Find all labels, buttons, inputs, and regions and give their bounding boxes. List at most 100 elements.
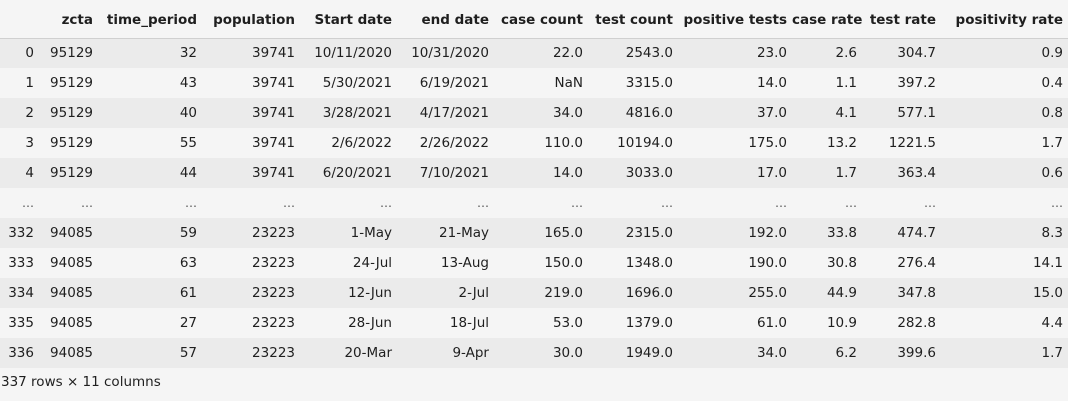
table-cell: 397.2 bbox=[862, 68, 941, 98]
row-index: 335 bbox=[0, 308, 39, 338]
table-cell: 37.0 bbox=[678, 98, 792, 128]
table-cell: 6.2 bbox=[792, 338, 862, 368]
table-cell: 10/11/2020 bbox=[300, 38, 397, 68]
column-header-positive-tests: positive tests bbox=[678, 0, 792, 38]
table-cell: 219.0 bbox=[494, 278, 588, 308]
table-cell: 1949.0 bbox=[588, 338, 678, 368]
table-row: 336 94085 57 23223 20-Mar 9-Apr 30.0 1949.0 34.0… bbox=[0, 338, 1068, 368]
table-cell: 53.0 bbox=[494, 308, 588, 338]
table-cell: 12-Jun bbox=[300, 278, 397, 308]
table-cell: … bbox=[588, 188, 678, 218]
table-cell: 1.7 bbox=[941, 338, 1068, 368]
table-cell: 0.6 bbox=[941, 158, 1068, 188]
table-cell: 94085 bbox=[39, 278, 98, 308]
table-cell: 13.2 bbox=[792, 128, 862, 158]
table-cell: … bbox=[202, 188, 300, 218]
table-cell: 28-Jun bbox=[300, 308, 397, 338]
table-cell: 110.0 bbox=[494, 128, 588, 158]
table-cell: 63 bbox=[98, 248, 202, 278]
table-cell: 175.0 bbox=[678, 128, 792, 158]
table-cell: 0.4 bbox=[941, 68, 1068, 98]
table-cell: 304.7 bbox=[862, 38, 941, 68]
ellipsis-row: ……………………………… bbox=[0, 188, 1068, 218]
table-cell: 1348.0 bbox=[588, 248, 678, 278]
table-cell: 474.7 bbox=[862, 218, 941, 248]
header-row: zcta time_period population Start date end d… bbox=[0, 0, 1068, 38]
row-index: 334 bbox=[0, 278, 39, 308]
column-header-time-period: time_period bbox=[98, 0, 202, 38]
row-index: 0 bbox=[0, 38, 39, 68]
column-header-case-rate: case rate bbox=[792, 0, 862, 38]
table-cell: … bbox=[98, 188, 202, 218]
table-cell: 27 bbox=[98, 308, 202, 338]
table-cell: 2.6 bbox=[792, 38, 862, 68]
column-header-population: population bbox=[202, 0, 300, 38]
table-row: 333 94085 63 23223 24-Jul 13-Aug 150.0 1348.0 19… bbox=[0, 248, 1068, 278]
table-cell: 57 bbox=[98, 338, 202, 368]
table-cell: 20-Mar bbox=[300, 338, 397, 368]
column-header-test-count: test count bbox=[588, 0, 678, 38]
table-row: 0 95129 32 39741 10/11/2020 10/31/2020 22.0 254… bbox=[0, 38, 1068, 68]
table-header: zcta time_period population Start date end d… bbox=[0, 0, 1068, 38]
table-cell: 39741 bbox=[202, 38, 300, 68]
table-cell: 2/26/2022 bbox=[397, 128, 494, 158]
table-cell: … bbox=[862, 188, 941, 218]
table-cell: 1379.0 bbox=[588, 308, 678, 338]
table-cell: 4/17/2021 bbox=[397, 98, 494, 128]
column-header-case-count: case count bbox=[494, 0, 588, 38]
table-cell: 32 bbox=[98, 38, 202, 68]
table-cell: 1696.0 bbox=[588, 278, 678, 308]
table-body: 0 95129 32 39741 10/11/2020 10/31/2020 22.0 254… bbox=[0, 38, 1068, 368]
table-cell: 94085 bbox=[39, 338, 98, 368]
table-cell: 23223 bbox=[202, 308, 300, 338]
table-cell: 39741 bbox=[202, 68, 300, 98]
row-index: 4 bbox=[0, 158, 39, 188]
row-index: 336 bbox=[0, 338, 39, 368]
table-cell: 0.8 bbox=[941, 98, 1068, 128]
table-cell: 44 bbox=[98, 158, 202, 188]
table-cell: 94085 bbox=[39, 248, 98, 278]
table-cell: … bbox=[792, 188, 862, 218]
table-cell: 190.0 bbox=[678, 248, 792, 278]
row-index: … bbox=[0, 188, 39, 218]
table-cell: 2/6/2022 bbox=[300, 128, 397, 158]
table-cell: 30.8 bbox=[792, 248, 862, 278]
table-cell: 95129 bbox=[39, 158, 98, 188]
table-cell: 347.8 bbox=[862, 278, 941, 308]
table-cell: 95129 bbox=[39, 38, 98, 68]
table-row: 3 95129 55 39741 2/6/2022 2/26/2022 110.0 10194… bbox=[0, 128, 1068, 158]
table-cell: 8.3 bbox=[941, 218, 1068, 248]
table-cell: 44.9 bbox=[792, 278, 862, 308]
table-cell: … bbox=[397, 188, 494, 218]
table-cell: 13-Aug bbox=[397, 248, 494, 278]
table-row: 332 94085 59 23223 1-May 21-May 165.0 2315.0 192… bbox=[0, 218, 1068, 248]
table-cell: 95129 bbox=[39, 68, 98, 98]
table-cell: 14.1 bbox=[941, 248, 1068, 278]
table-cell: 150.0 bbox=[494, 248, 588, 278]
table-cell: … bbox=[39, 188, 98, 218]
table-cell: 23223 bbox=[202, 278, 300, 308]
table-cell: 282.8 bbox=[862, 308, 941, 338]
row-index: 2 bbox=[0, 98, 39, 128]
dataframe-table: zcta time_period population Start date end d… bbox=[0, 0, 1068, 368]
table-cell: 39741 bbox=[202, 98, 300, 128]
table-cell: 577.1 bbox=[862, 98, 941, 128]
dataframe-output: zcta time_period population Start date end d… bbox=[0, 0, 1068, 368]
table-cell: 23223 bbox=[202, 248, 300, 278]
table-cell: 17.0 bbox=[678, 158, 792, 188]
row-index: 3 bbox=[0, 128, 39, 158]
table-cell: … bbox=[300, 188, 397, 218]
table-row: 335 94085 27 23223 28-Jun 18-Jul 53.0 1379.0 61.… bbox=[0, 308, 1068, 338]
table-cell: 23.0 bbox=[678, 38, 792, 68]
table-cell: NaN bbox=[494, 68, 588, 98]
table-cell: 18-Jul bbox=[397, 308, 494, 338]
table-cell: 192.0 bbox=[678, 218, 792, 248]
table-cell: 6/19/2021 bbox=[397, 68, 494, 98]
table-cell: 3033.0 bbox=[588, 158, 678, 188]
table-cell: 3315.0 bbox=[588, 68, 678, 98]
table-cell: 4816.0 bbox=[588, 98, 678, 128]
table-cell: 39741 bbox=[202, 158, 300, 188]
column-header-zcta: zcta bbox=[39, 0, 98, 38]
table-cell: 2543.0 bbox=[588, 38, 678, 68]
table-cell: 39741 bbox=[202, 128, 300, 158]
